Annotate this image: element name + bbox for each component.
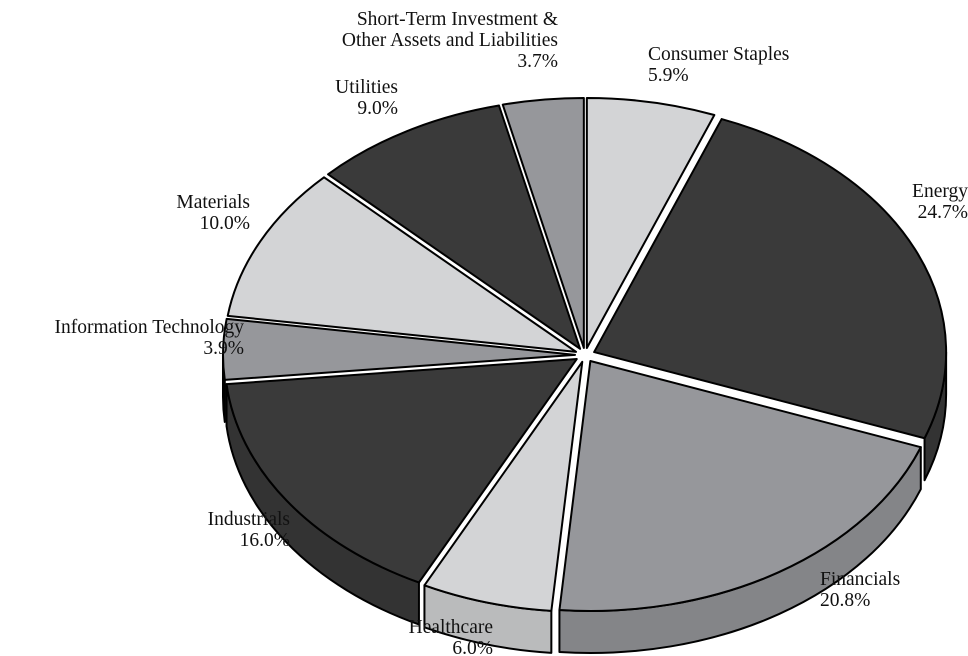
- value-energy: 24.7%: [918, 202, 968, 223]
- slice-tops: [222, 96, 948, 612]
- slice-energy: [593, 118, 948, 440]
- value-utilities: 9.0%: [357, 98, 398, 119]
- label-materials: Materials 10.0%: [176, 192, 250, 234]
- slice-consumer-staples: [585, 97, 716, 350]
- value-financials: 20.8%: [820, 590, 870, 611]
- label-utilities: Utilities 9.0%: [335, 77, 398, 119]
- value-short-term-investment-other-assets-and-liabilities: 3.7%: [517, 51, 558, 72]
- slice-utilities: [327, 104, 582, 350]
- label-healthcare: Healthcare 6.0%: [409, 617, 493, 656]
- value-materials: 10.0%: [200, 213, 250, 234]
- slice-healthcare: [423, 360, 584, 612]
- label-industrials: Industrials 16.0%: [208, 509, 290, 551]
- slice-information-technology: [222, 317, 577, 381]
- slice-labels: Consumer Staples 5.9% Energy 24.7% Financial…: [55, 9, 968, 656]
- label-short-term-investment-other-assets-and-liabilities: Short-Term Investment & Other Assets and …: [342, 9, 558, 72]
- label-financials: Financials 20.8%: [820, 569, 900, 611]
- label-information-technology: Information Technology 3.9%: [55, 317, 245, 359]
- slice-industrials: [225, 358, 578, 584]
- slice-financials: [558, 359, 922, 612]
- value-healthcare: 6.0%: [452, 638, 493, 656]
- value-consumer-staples: 5.9%: [648, 65, 689, 86]
- label-consumer-staples: Consumer Staples 5.9%: [648, 44, 789, 86]
- slice-short-term-investment-other-assets-and-liabilities: [501, 96, 585, 349]
- value-information-technology: 3.9%: [203, 338, 244, 359]
- slice-materials: [226, 176, 578, 353]
- value-industrials: 16.0%: [240, 530, 290, 551]
- label-energy: Energy 24.7%: [912, 181, 968, 223]
